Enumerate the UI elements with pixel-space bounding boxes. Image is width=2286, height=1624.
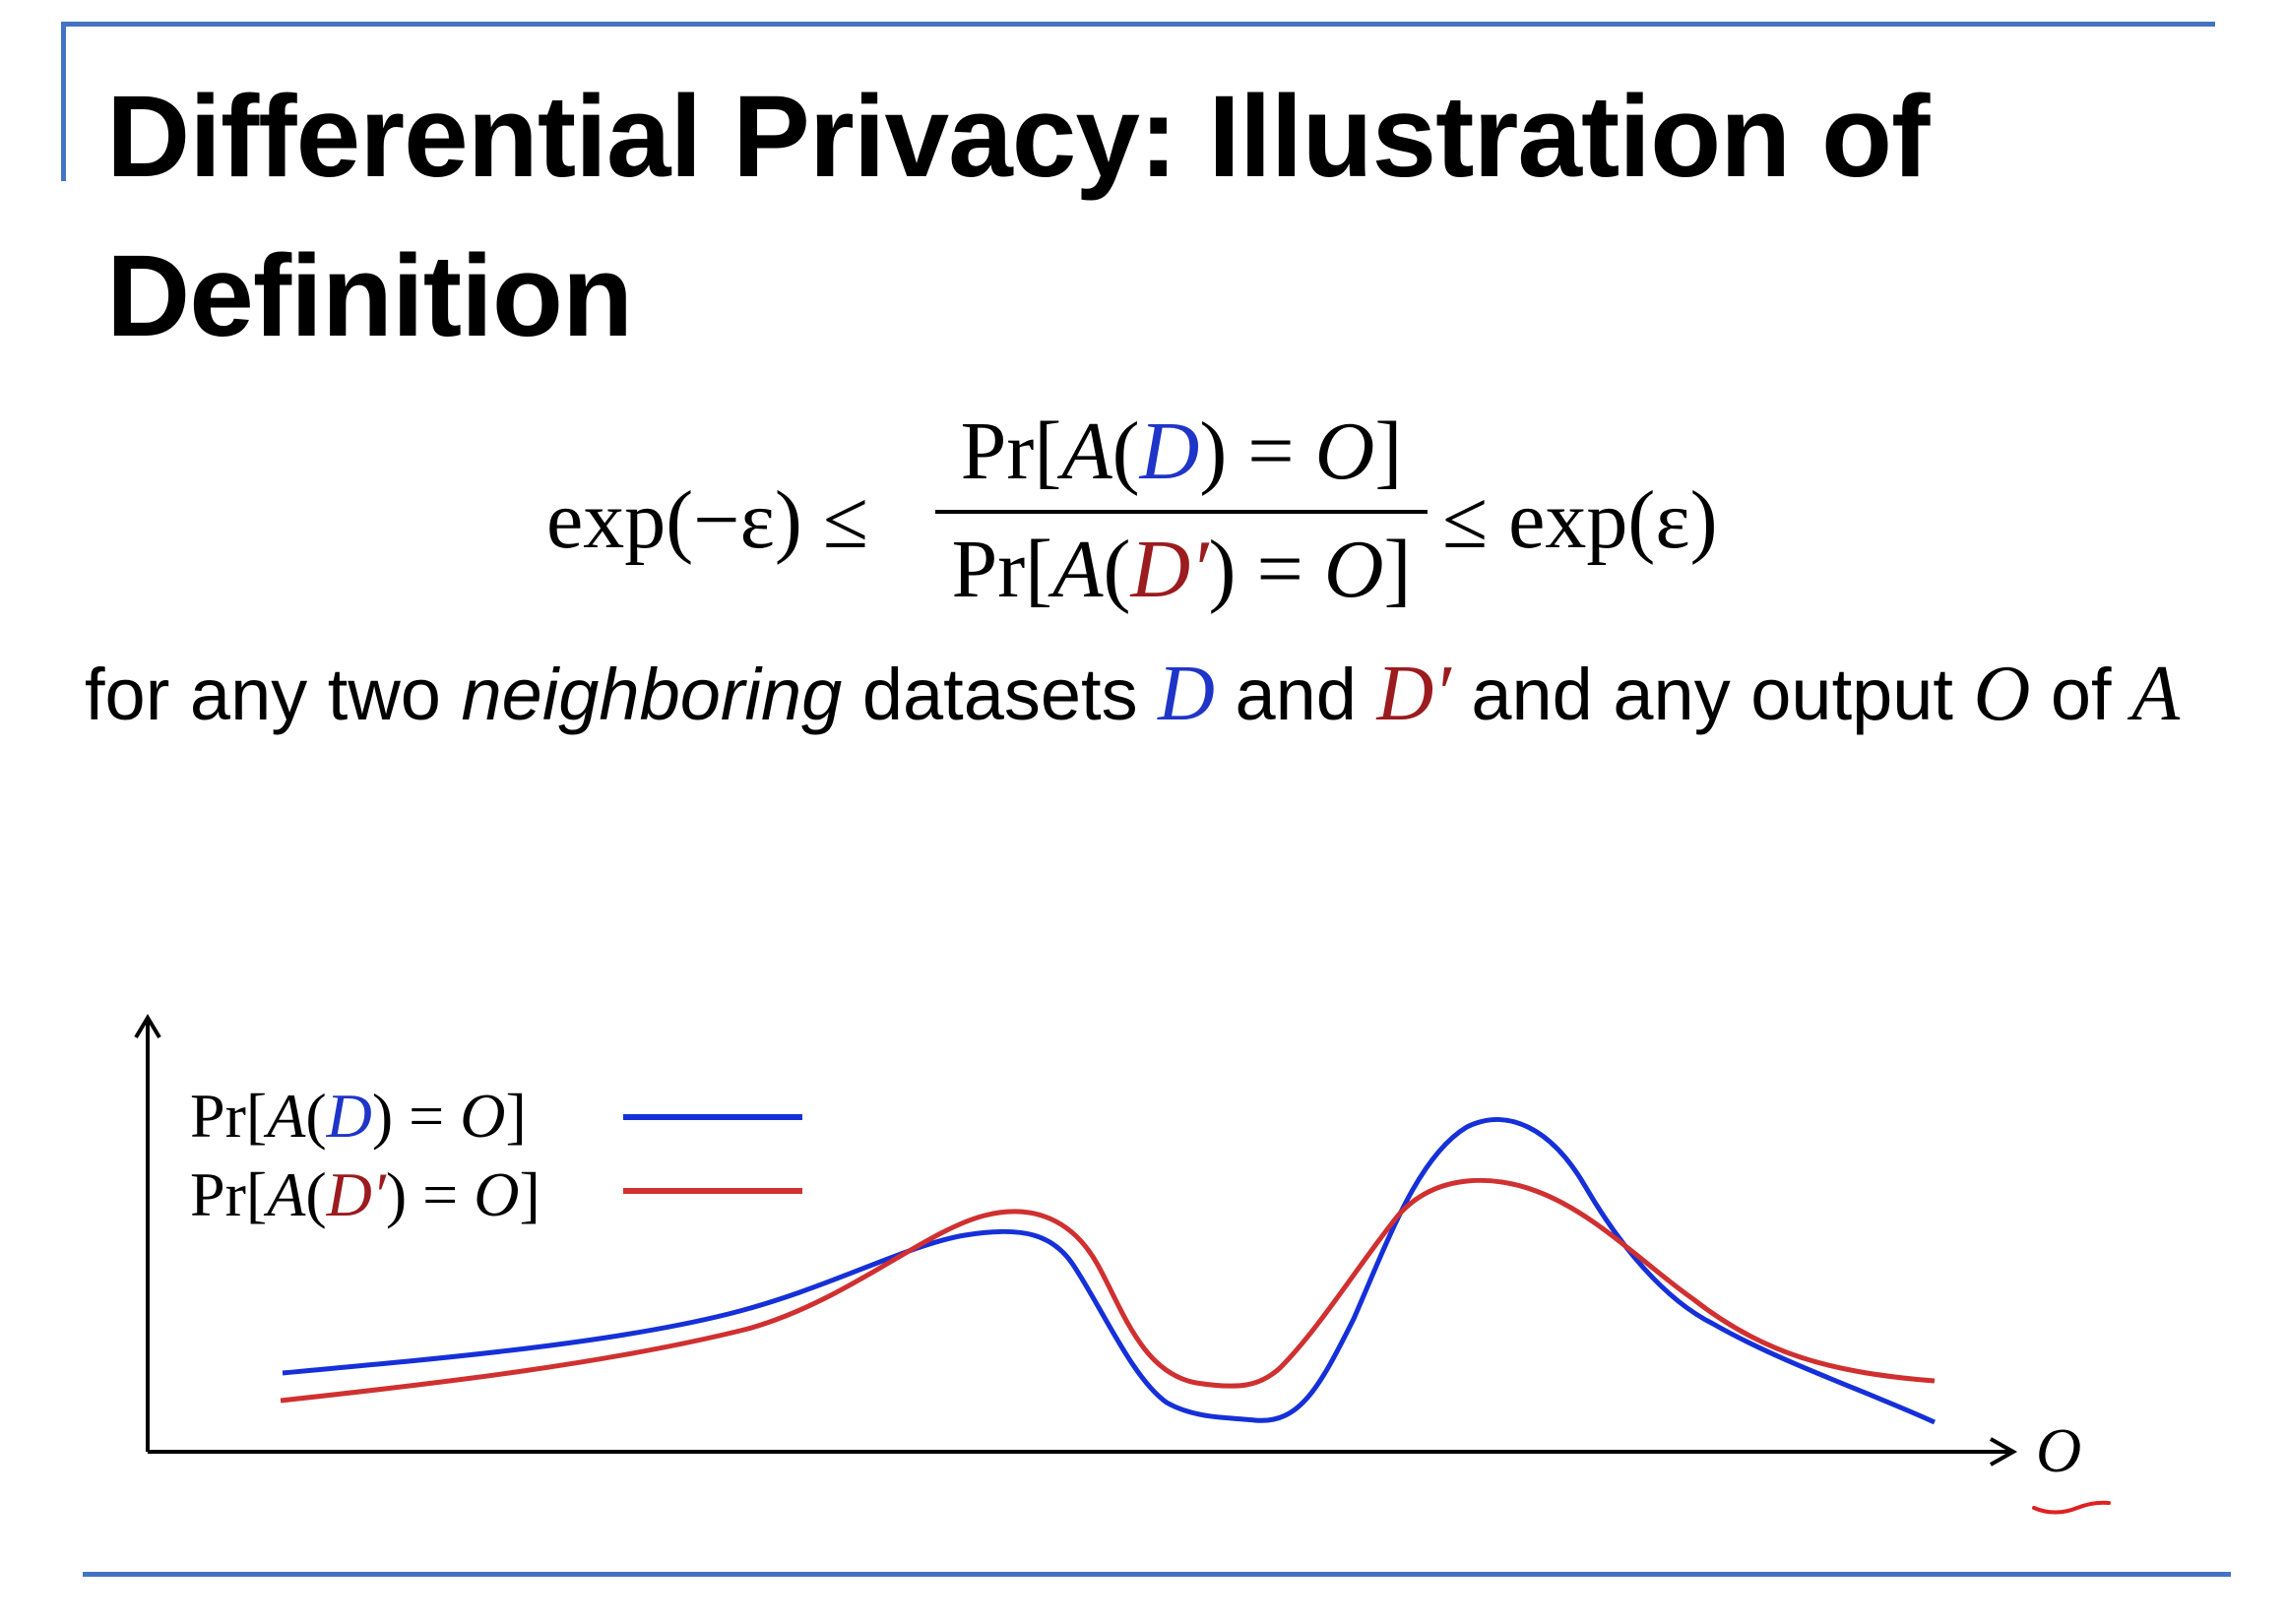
dp-formula: exp(−ε) ≤ Pr[A(D) = O] Pr[A(D′) = O] ≤ e… bbox=[546, 404, 1777, 630]
formula-denominator: Pr[A(D′) = O] bbox=[935, 522, 1428, 617]
num-d: D bbox=[1139, 406, 1200, 497]
sentence-a: A bbox=[2131, 651, 2181, 737]
num-eq: ) = bbox=[1199, 406, 1315, 497]
sentence-text-5: of bbox=[2030, 654, 2132, 735]
sentence-d: D bbox=[1158, 651, 1215, 737]
handwritten-underline bbox=[2032, 1500, 2111, 1515]
den-eq: ) = bbox=[1208, 524, 1324, 615]
num-a: A bbox=[1061, 406, 1112, 497]
sentence-text-4: and any output bbox=[1450, 654, 1974, 735]
sentence-text-1: for any two bbox=[85, 654, 462, 735]
den-o: O bbox=[1323, 524, 1384, 615]
sentence-text-2: datasets bbox=[842, 654, 1159, 735]
den-pr: Pr[ bbox=[951, 524, 1053, 615]
x-axis-arrowhead bbox=[1990, 1437, 2018, 1467]
sentence-o: O bbox=[1973, 651, 2031, 737]
y-axis-arrowhead bbox=[134, 1014, 161, 1039]
legend-item-d: Pr[A(D) = O] bbox=[190, 1081, 527, 1151]
fraction-bar bbox=[935, 510, 1428, 514]
sentence-text-3: and bbox=[1214, 654, 1377, 735]
curve-pr-dprime bbox=[280, 1177, 1936, 1404]
page-title: Differential Privacy: Illustration of De… bbox=[106, 72, 1930, 361]
den-paren: ( bbox=[1103, 524, 1131, 615]
formula-rhs: ≤ exp(ε) bbox=[1442, 474, 1718, 566]
den-a: A bbox=[1052, 524, 1104, 615]
top-rule bbox=[61, 22, 2215, 27]
legend-item-dprime: Pr[A(D′) = O] bbox=[190, 1159, 540, 1229]
num-paren: ( bbox=[1111, 406, 1140, 497]
bottom-rule bbox=[83, 1572, 2231, 1577]
den-close: ] bbox=[1383, 524, 1412, 615]
formula-numerator: Pr[A(D) = O] bbox=[935, 404, 1428, 499]
den-dprime: D′ bbox=[1130, 524, 1209, 615]
sentence-dprime: D′ bbox=[1376, 651, 1451, 737]
definition-sentence: for any two neighboring datasets D and D… bbox=[85, 650, 2260, 739]
num-close: ] bbox=[1374, 406, 1403, 497]
num-o: O bbox=[1314, 406, 1375, 497]
sentence-emphasis: neighboring bbox=[461, 654, 843, 735]
num-pr: Pr[ bbox=[960, 406, 1062, 497]
formula-lhs: exp(−ε) ≤ bbox=[546, 474, 868, 566]
x-axis-label: O bbox=[2036, 1415, 2081, 1485]
left-rule bbox=[61, 22, 66, 181]
curve-pr-d bbox=[282, 1117, 1937, 1425]
